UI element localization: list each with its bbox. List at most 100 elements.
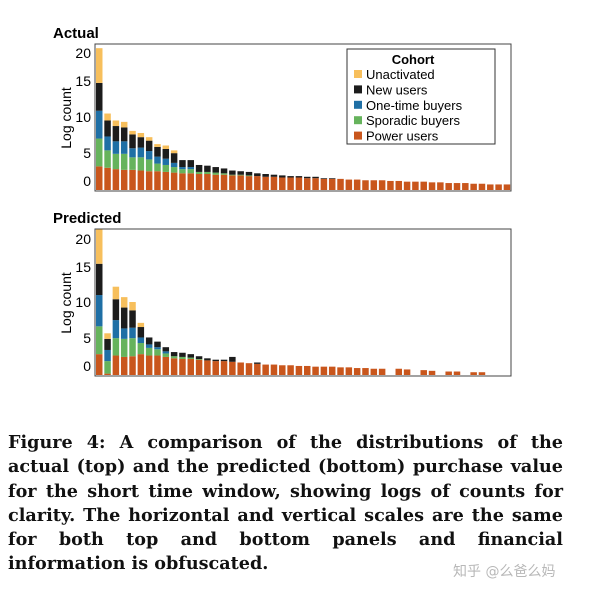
bar-segment: [353, 368, 361, 375]
legend-label: One-time buyers: [366, 98, 463, 113]
bar-segment: [120, 307, 128, 329]
y-tick-label: 15: [75, 259, 91, 275]
bar-segment: [179, 352, 186, 357]
bar-segment: [162, 353, 170, 357]
bar-segment: [204, 165, 211, 172]
bar-segment: [295, 365, 303, 375]
bar-segment: [395, 180, 403, 190]
y-tick-label: 15: [75, 73, 91, 89]
bar-segment: [345, 367, 353, 375]
bar-segment: [170, 352, 178, 357]
bar-segment: [179, 173, 186, 190]
bar-segment: [337, 367, 344, 375]
bar-segment: [137, 132, 145, 138]
legend-label: Power users: [366, 129, 439, 144]
bar-segment: [112, 355, 120, 375]
bar-segment: [212, 359, 219, 362]
bar-segment: [112, 126, 120, 142]
bar-segment: [129, 130, 136, 135]
bar-segment: [337, 178, 344, 190]
bar-segment: [104, 361, 111, 374]
bar-segment: [478, 372, 486, 375]
bar-segment: [137, 147, 145, 158]
bar-segment: [162, 145, 170, 149]
bar-segment: [104, 333, 111, 339]
bar-segment: [312, 176, 319, 179]
bar-segment: [362, 180, 369, 190]
bar-segment: [170, 356, 178, 359]
bar-segment: [195, 359, 203, 375]
bar-segment: [129, 148, 136, 158]
figure-caption: Figure 4: A comparison of the distributi…: [8, 432, 563, 575]
bar-segment: [320, 366, 328, 375]
bar-segment: [279, 365, 286, 375]
bar-segment: [420, 181, 427, 190]
bar-segment: [129, 356, 136, 375]
bar-segment: [370, 180, 378, 190]
y-tick-label: 5: [83, 330, 91, 346]
bar-segment: [129, 134, 136, 149]
bar-segment: [229, 170, 236, 175]
bar-segment: [129, 310, 136, 328]
bar-segment: [129, 338, 136, 357]
bar-segment: [154, 349, 161, 356]
bar-segment: [245, 171, 253, 176]
bar-segment: [295, 177, 303, 190]
bar-segment: [229, 361, 236, 375]
figure-charts: Actual 0 5 10 15 20 Log count Cohort Unactiv…: [53, 25, 512, 377]
bar-segment: [96, 229, 103, 264]
y-axis-label-predicted: Log count: [58, 272, 74, 334]
bar-segment: [112, 338, 120, 356]
bar-segment: [229, 175, 236, 190]
bar-segment: [145, 337, 153, 345]
legend-swatch: [354, 116, 362, 125]
y-axis-label-actual: Log count: [58, 87, 74, 149]
bar-segment: [154, 171, 161, 190]
bar-segment: [112, 286, 120, 300]
bar-segment: [120, 121, 128, 128]
bar-segment: [187, 173, 195, 190]
bar-segment: [220, 173, 228, 175]
bar-segment: [162, 351, 170, 354]
bar-segment: [145, 344, 153, 348]
bar-segment: [137, 354, 145, 375]
bar-segment: [345, 179, 353, 190]
bar-segment: [129, 157, 136, 170]
bar-segment: [262, 364, 269, 375]
bar-segment: [503, 184, 511, 190]
chart-predicted: Predicted 0 5 10 15 20 Log count: [53, 210, 512, 377]
y-tick-label: 0: [83, 358, 91, 374]
bar-segment: [445, 371, 452, 375]
bars-actual: [96, 48, 511, 190]
legend-swatch: [354, 85, 362, 94]
bar-segment: [129, 327, 136, 339]
bar-segment: [304, 365, 311, 375]
bar-segment: [137, 337, 145, 344]
bar-segment: [96, 110, 103, 139]
bar-segment: [145, 140, 153, 152]
bar-segment: [204, 171, 211, 175]
bar-segment: [145, 137, 153, 141]
bar-segment: [154, 146, 161, 157]
bar-segment: [328, 178, 336, 179]
bar-segment: [304, 176, 311, 179]
bar-segment: [120, 297, 128, 308]
bar-segment: [453, 371, 461, 375]
bar-segment: [487, 184, 494, 190]
bar-segment: [212, 167, 219, 173]
bar-segment: [104, 136, 111, 151]
bar-segment: [145, 171, 153, 190]
bar-segment: [204, 358, 211, 361]
bar-segment: [195, 174, 203, 190]
bar-segment: [478, 183, 486, 190]
bar-segment: [179, 160, 186, 168]
bar-segment: [229, 356, 236, 362]
bar-segment: [154, 341, 161, 348]
bar-segment: [179, 359, 186, 375]
bar-segment: [204, 174, 211, 190]
bar-segment: [137, 170, 145, 190]
bar-segment: [378, 368, 386, 375]
bar-segment: [304, 178, 311, 190]
bar-segment: [120, 356, 128, 375]
